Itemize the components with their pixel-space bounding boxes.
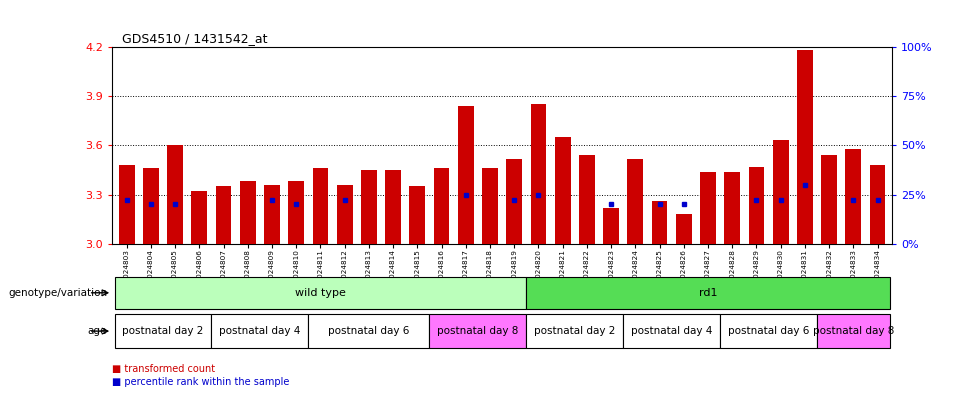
Bar [773, 141, 789, 244]
Bar [628, 158, 644, 244]
Bar [458, 106, 474, 244]
Text: wild type: wild type [295, 288, 346, 298]
Bar [385, 170, 401, 244]
Text: postnatal day 4: postnatal day 4 [219, 326, 300, 336]
Bar [119, 165, 135, 244]
Text: ■ transformed count: ■ transformed count [112, 364, 215, 373]
Bar [313, 168, 329, 244]
Bar [676, 214, 691, 244]
Bar [361, 170, 376, 244]
Text: GDS4510 / 1431542_at: GDS4510 / 1431542_at [122, 32, 267, 45]
Bar [555, 137, 570, 244]
Bar [506, 158, 522, 244]
Bar [308, 314, 429, 348]
Bar [483, 168, 498, 244]
Text: genotype/variation: genotype/variation [8, 288, 107, 298]
Bar [240, 182, 255, 244]
Bar [526, 277, 890, 309]
Bar [870, 165, 885, 244]
Bar [168, 145, 183, 244]
Bar [579, 155, 595, 244]
Bar [336, 185, 353, 244]
Text: rd1: rd1 [699, 288, 718, 298]
Bar [749, 167, 764, 244]
Bar [817, 314, 890, 348]
Bar [191, 191, 208, 244]
Text: age: age [88, 326, 107, 336]
Bar [143, 168, 159, 244]
Text: postnatal day 8: postnatal day 8 [437, 326, 519, 336]
Bar [429, 314, 526, 348]
Bar [623, 314, 721, 348]
Bar [114, 314, 212, 348]
Bar [215, 186, 231, 244]
Bar [114, 277, 527, 309]
Text: postnatal day 2: postnatal day 2 [534, 326, 615, 336]
Bar [821, 155, 837, 244]
Bar [434, 168, 449, 244]
Bar [700, 172, 716, 244]
Text: postnatal day 4: postnatal day 4 [631, 326, 713, 336]
Bar [724, 172, 740, 244]
Bar [797, 50, 813, 244]
Text: postnatal day 6: postnatal day 6 [728, 326, 809, 336]
Bar [651, 201, 668, 244]
Text: postnatal day 6: postnatal day 6 [329, 326, 410, 336]
Bar [604, 208, 619, 244]
Text: postnatal day 8: postnatal day 8 [813, 326, 894, 336]
Bar [526, 314, 623, 348]
Bar [530, 105, 546, 244]
Bar [410, 186, 425, 244]
Bar [212, 314, 308, 348]
Bar [289, 182, 304, 244]
Bar [845, 149, 861, 244]
Bar [721, 314, 817, 348]
Text: postnatal day 2: postnatal day 2 [122, 326, 204, 336]
Text: ■ percentile rank within the sample: ■ percentile rank within the sample [112, 377, 290, 387]
Bar [264, 185, 280, 244]
